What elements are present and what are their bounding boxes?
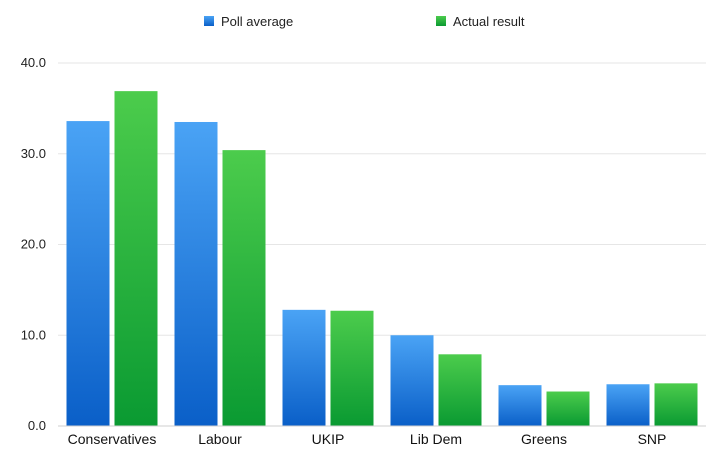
x-tick-label: UKIP — [312, 431, 345, 447]
x-tick-label: Conservatives — [68, 431, 157, 447]
bars — [66, 91, 698, 427]
y-tick-label: 10.0 — [21, 327, 46, 342]
legend-swatch-actual-result — [436, 16, 446, 26]
y-tick-label: 30.0 — [21, 146, 46, 161]
y-axis: 0.0 10.0 20.0 30.0 40.0 — [21, 55, 46, 433]
legend-label-poll-average: Poll average — [221, 14, 293, 29]
legend: Poll average Actual result — [204, 14, 525, 29]
bar-poll-average-labour — [174, 121, 218, 427]
bar-poll-average-snp — [606, 384, 650, 426]
legend-swatch-poll-average — [204, 16, 214, 26]
legend-label-actual-result: Actual result — [453, 14, 525, 29]
y-tick-label: 40.0 — [21, 55, 46, 70]
y-tick-label: 0.0 — [28, 418, 46, 433]
x-axis: Conservatives Labour UKIP Lib Dem Greens SNP — [58, 425, 706, 447]
x-tick-label: SNP — [638, 431, 667, 447]
bar-actual-result-lib-dem — [438, 354, 482, 426]
bar-actual-result-snp — [654, 383, 698, 426]
x-tick-label: Greens — [521, 431, 567, 447]
y-tick-label: 20.0 — [21, 237, 46, 252]
bar-poll-average-ukip — [282, 309, 326, 426]
bar-actual-result-conservatives — [114, 91, 158, 426]
bar-poll-average-conservatives — [66, 121, 110, 426]
bar-actual-result-labour — [222, 150, 266, 426]
bar-actual-result-ukip — [330, 310, 374, 426]
bar-poll-average-greens — [498, 385, 542, 426]
x-tick-label: Lib Dem — [410, 431, 462, 447]
bar-poll-average-lib-dem — [390, 335, 434, 426]
bar-actual-result-greens — [546, 391, 590, 426]
x-tick-label: Labour — [198, 431, 242, 447]
